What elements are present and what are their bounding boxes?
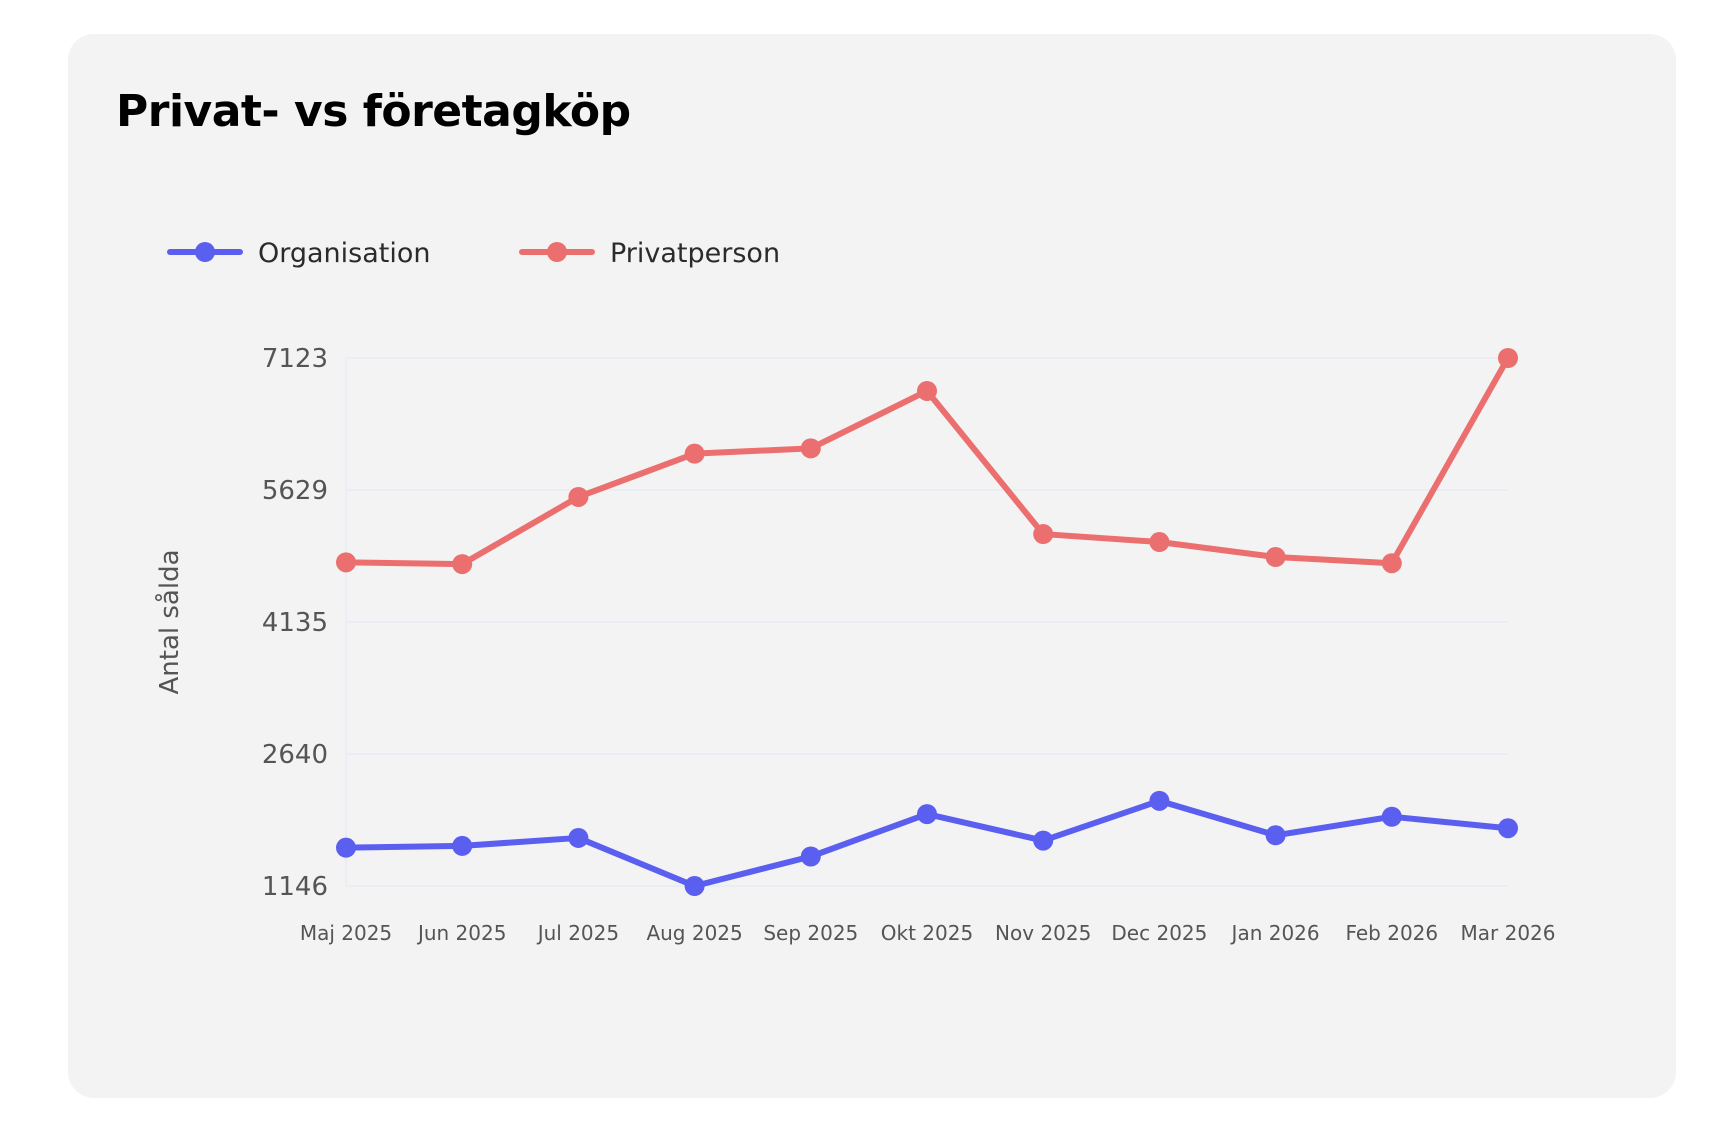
legend-label: Privatperson: [610, 238, 780, 269]
data-point-privatperson[interactable]: [1033, 524, 1054, 545]
data-point-organisation[interactable]: [1033, 830, 1054, 851]
y-axis-label: Antal sålda: [154, 549, 185, 694]
data-point-organisation[interactable]: [684, 876, 705, 896]
data-point-privatperson[interactable]: [1381, 553, 1402, 574]
legend: Organisation Privatperson: [167, 238, 780, 269]
data-point-privatperson[interactable]: [917, 380, 937, 401]
data-point-privatperson[interactable]: [568, 486, 589, 507]
data-point-organisation[interactable]: [1498, 818, 1518, 839]
y-tick-label: 5629: [262, 476, 328, 506]
data-point-privatperson[interactable]: [336, 552, 356, 573]
data-point-organisation[interactable]: [917, 804, 937, 825]
x-tick-label: Jul 2025: [536, 921, 619, 945]
data-point-privatperson[interactable]: [684, 443, 705, 464]
x-tick-label: Nov 2025: [995, 921, 1091, 945]
chart-title: Privat- vs företagköp: [116, 86, 631, 137]
y-tick-label: 1146: [262, 872, 328, 902]
x-tick-label: Feb 2026: [1345, 921, 1438, 945]
series: [336, 348, 1518, 896]
y-tick-label: 4135: [262, 608, 328, 638]
axes: Antal sålda 1146 2640 4135 5629 7123 Maj 2025…: [154, 344, 1556, 945]
data-point-organisation[interactable]: [1265, 825, 1286, 846]
legend-label: Organisation: [258, 238, 431, 269]
data-point-organisation[interactable]: [452, 835, 473, 856]
legend-marker: [547, 242, 567, 262]
data-point-organisation[interactable]: [336, 837, 356, 858]
x-tick-label: Dec 2025: [1111, 921, 1207, 945]
grid: [345, 357, 1508, 887]
x-tick-label: Aug 2025: [646, 921, 742, 945]
y-tick-label: 2640: [262, 740, 328, 770]
x-tick-label: Maj 2025: [300, 921, 392, 945]
data-point-privatperson[interactable]: [1149, 532, 1170, 553]
data-point-organisation[interactable]: [568, 827, 589, 848]
data-point-organisation[interactable]: [800, 846, 821, 867]
data-point-privatperson[interactable]: [1498, 348, 1518, 368]
data-point-privatperson[interactable]: [452, 554, 473, 575]
x-tick-label: Mar 2026: [1461, 921, 1556, 945]
y-tick-label: 7123: [262, 344, 328, 374]
x-tick-label: Okt 2025: [881, 921, 973, 945]
x-tick-label: Jun 2025: [416, 921, 507, 945]
chart-card: [68, 34, 1676, 1098]
data-point-privatperson[interactable]: [800, 438, 821, 459]
data-point-organisation[interactable]: [1149, 790, 1170, 811]
x-tick-label: Jan 2026: [1230, 921, 1320, 945]
data-point-privatperson[interactable]: [1265, 547, 1286, 568]
data-point-organisation[interactable]: [1381, 806, 1402, 827]
x-tick-label: Sep 2025: [763, 921, 858, 945]
legend-marker: [195, 242, 215, 262]
